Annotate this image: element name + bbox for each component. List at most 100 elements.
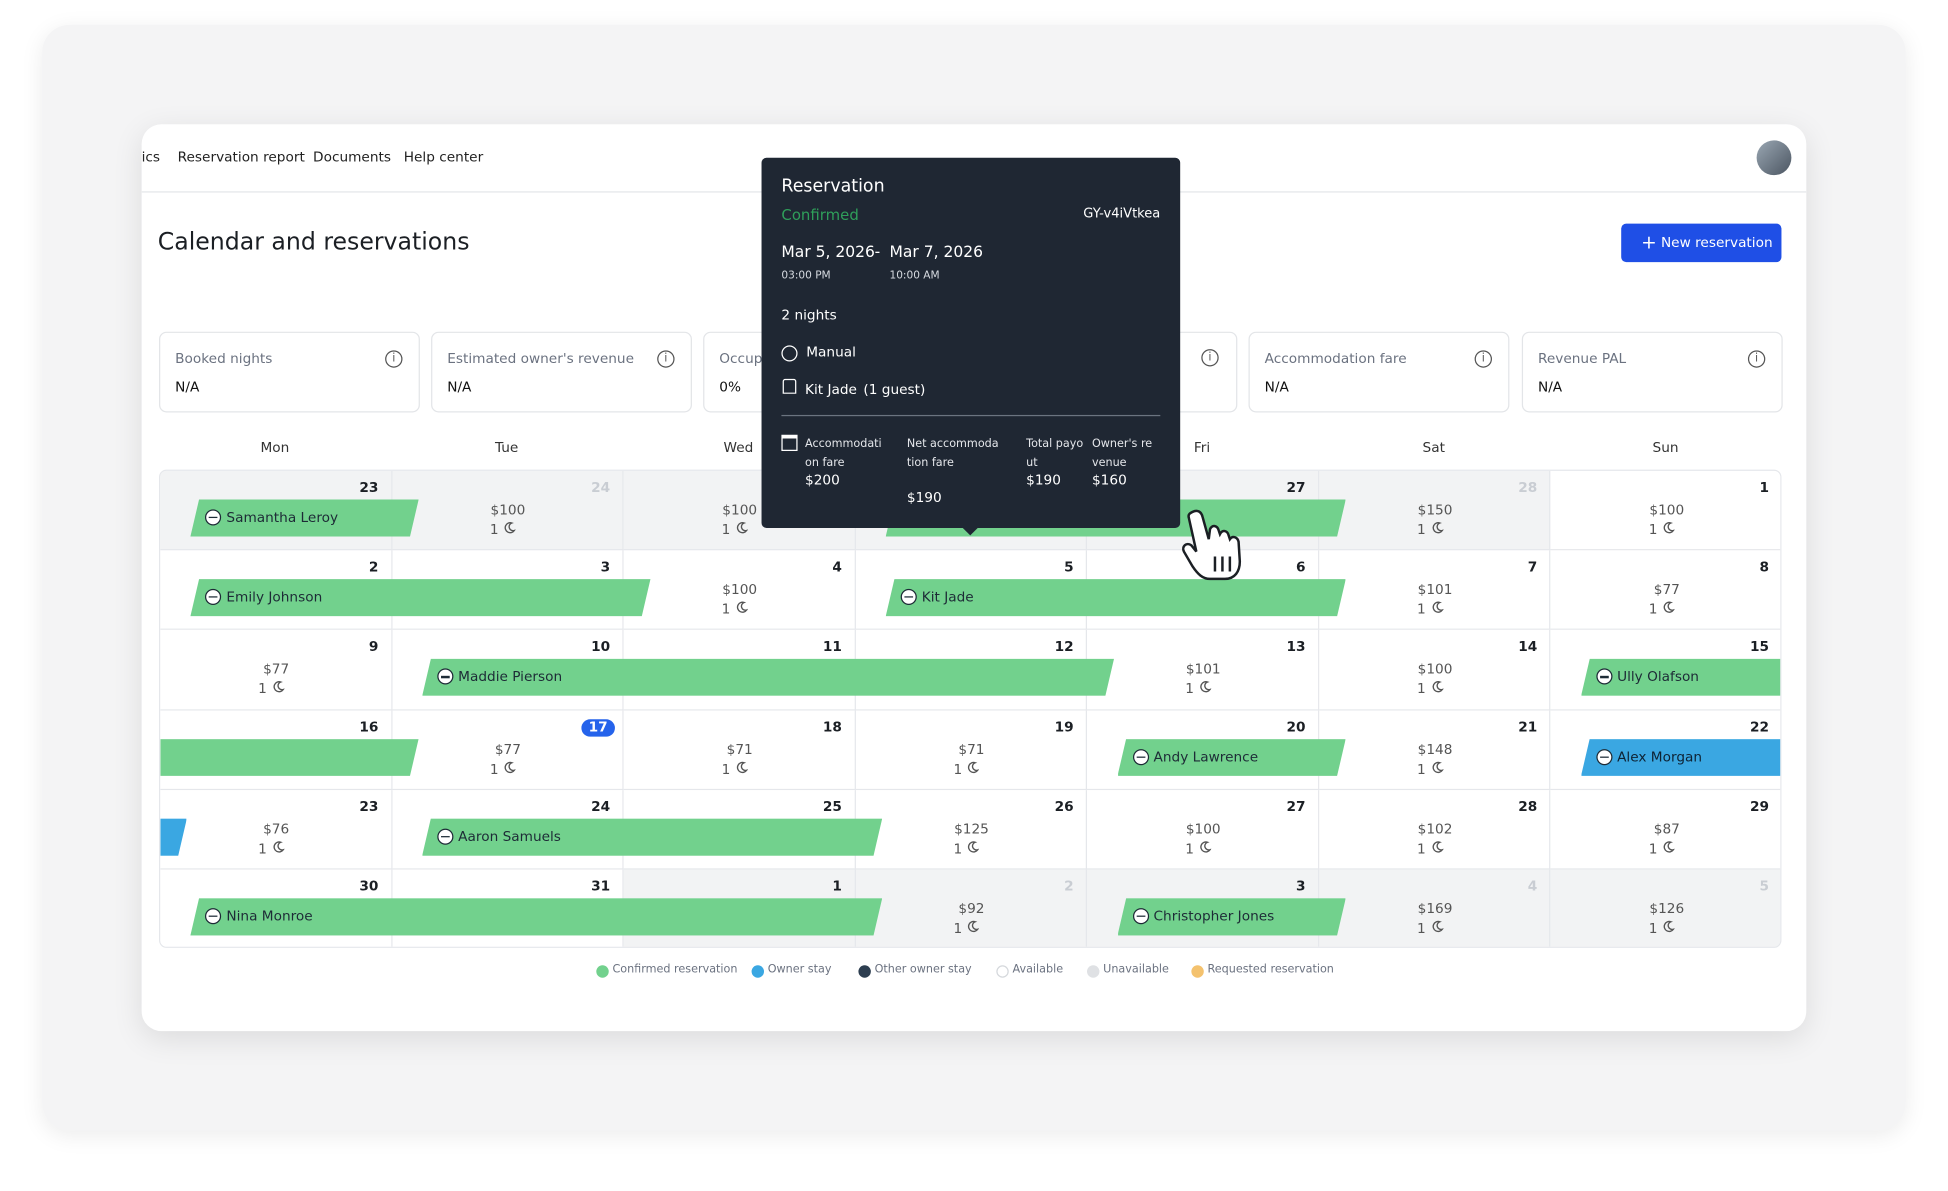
day-number: 19: [1054, 718, 1074, 735]
price: $126: [1649, 900, 1685, 917]
nights: 1: [1319, 761, 1541, 777]
calendar-day[interactable]: 4 $100 1: [623, 550, 856, 631]
status-icon: [1132, 908, 1148, 924]
guest-name: Kit Jade: [921, 589, 974, 606]
legend-swatch: [996, 965, 1009, 978]
nights: 1: [1551, 841, 1773, 857]
price: $87: [1653, 820, 1680, 838]
booking-bar[interactable]: Alex Morgan: [1581, 738, 1781, 776]
booking-bar[interactable]: Maddie Pierson: [422, 659, 1114, 696]
source: Manual: [806, 344, 856, 361]
moon-icon: [1432, 920, 1444, 933]
calendar-day[interactable]: 29 $87 1: [1550, 789, 1781, 870]
check-out: Mar 7, 2026: [889, 242, 984, 261]
calendar-day[interactable]: 8 $77 1: [1550, 550, 1781, 631]
nights: 1: [856, 761, 1078, 777]
moon-icon: [273, 681, 285, 693]
nights: 1: [1319, 841, 1541, 857]
stat-label: Booked nights: [175, 350, 273, 367]
stat-label: Estimated owner's revenue: [447, 350, 635, 367]
tooltip-status: Confirmed: [781, 206, 859, 224]
price: $150: [1417, 501, 1453, 519]
day-number: 14: [1518, 639, 1538, 656]
day-number: 12: [1054, 639, 1074, 656]
legend-swatch: [1191, 965, 1204, 978]
booking-bar[interactable]: Nina Monroe: [190, 898, 882, 935]
nights: 1: [624, 522, 846, 538]
stat-label: Accommodation fare: [1264, 350, 1407, 367]
nav-link[interactable]: ics: [141, 149, 161, 166]
stat-value: N/A: [175, 378, 200, 396]
day-number: 15: [1749, 639, 1770, 656]
nights: 1: [856, 841, 1078, 857]
calendar-day[interactable]: 13 $101 1: [1087, 630, 1320, 711]
guest-name: Ully Olafson: [1617, 668, 1699, 685]
calendar-day[interactable]: 17 $77 1: [392, 710, 624, 790]
calendar-day[interactable]: 28 $150 1: [1319, 470, 1551, 551]
day-number: 4: [1527, 878, 1538, 895]
day-number: 31: [591, 878, 611, 895]
moon-icon: [1663, 841, 1676, 853]
page-title: Calendar and reservations: [157, 228, 470, 256]
booking-bar[interactable]: Samantha Leroy: [190, 499, 418, 536]
nights: 1: [1551, 522, 1773, 538]
booking-bar[interactable]: [160, 739, 418, 776]
calendar-day[interactable]: 23 $76 1: [160, 789, 393, 870]
booking-bar[interactable]: Andy Lawrence: [1117, 739, 1345, 776]
nav-link[interactable]: Documents: [313, 149, 391, 166]
check-in: Mar 5, 2026: [781, 242, 875, 261]
calendar-day[interactable]: 1 $100 1: [1550, 470, 1781, 551]
stat-card: Booked nights N/A i: [159, 331, 420, 413]
guest-count: (1 guest): [863, 381, 926, 398]
day-number: 1: [1759, 479, 1770, 496]
nights: 1: [1319, 921, 1541, 937]
nights: 1: [160, 841, 382, 857]
calendar-day[interactable]: 19 $71 1: [855, 710, 1088, 790]
calendar-day[interactable]: 2 $92 1: [855, 869, 1088, 947]
nav-link[interactable]: Reservation report: [177, 149, 305, 166]
weekday: Sat: [1422, 439, 1445, 456]
calendar-day[interactable]: 21 $148 1: [1319, 710, 1551, 790]
guest-name: Aaron Samuels: [458, 828, 561, 845]
moon-icon: [968, 841, 980, 853]
calendar-day[interactable]: 7 $101 1: [1319, 550, 1551, 631]
booking-bar[interactable]: Kit Jade: [886, 579, 1346, 616]
calendar-day[interactable]: 28 $102 1: [1319, 789, 1551, 870]
price: $100: [722, 501, 758, 519]
day-number: 9: [368, 639, 379, 656]
day-number: 3: [600, 559, 611, 576]
day-number: 26: [1054, 798, 1074, 815]
day-number: 8: [1759, 559, 1770, 576]
calendar-day[interactable]: 9 $77 1: [160, 630, 393, 711]
avatar[interactable]: [1756, 140, 1792, 176]
calendar-day[interactable]: 5 $126 1: [1550, 869, 1781, 947]
booking-bar[interactable]: Aaron Samuels: [422, 818, 882, 855]
booking-bar[interactable]: Ully Olafson: [1581, 658, 1781, 697]
calendar-day[interactable]: 24 $100 1: [392, 470, 624, 551]
status-icon: [901, 589, 917, 605]
moon-icon: [968, 761, 980, 773]
nav-link[interactable]: Help center: [403, 149, 484, 166]
legend-swatch: [1087, 965, 1100, 978]
status-icon: [1595, 748, 1613, 765]
calendar-day[interactable]: 18 $71 1: [623, 710, 856, 790]
calendar-day[interactable]: 27 $100 1: [1087, 789, 1320, 870]
guest-name: Nina Monroe: [226, 908, 313, 925]
fare-label: Owner's revenue: [1091, 438, 1153, 469]
booking-bar[interactable]: Emily Johnson: [190, 579, 650, 616]
calendar-day[interactable]: 26 $125 1: [855, 789, 1088, 870]
fare-icon: [781, 434, 798, 451]
calendar-day[interactable]: 4 $169 1: [1319, 869, 1551, 947]
booking-bar[interactable]: Christopher Jones: [1117, 898, 1345, 935]
stat-card: Estimated owner's revenue N/A i: [431, 331, 692, 413]
info-icon: i: [1201, 349, 1219, 367]
calendar-day[interactable]: 14 $100 1: [1319, 630, 1551, 711]
day-number: 6: [1295, 559, 1306, 576]
moon-icon: [1432, 761, 1444, 773]
legend-label: Available: [1012, 964, 1064, 977]
status-icon: [205, 509, 221, 525]
new-reservation-button[interactable]: + New reservation: [1621, 223, 1782, 263]
tooltip-code: GY-v4iVtkea: [1083, 206, 1161, 222]
nights: 1: [1319, 602, 1541, 618]
